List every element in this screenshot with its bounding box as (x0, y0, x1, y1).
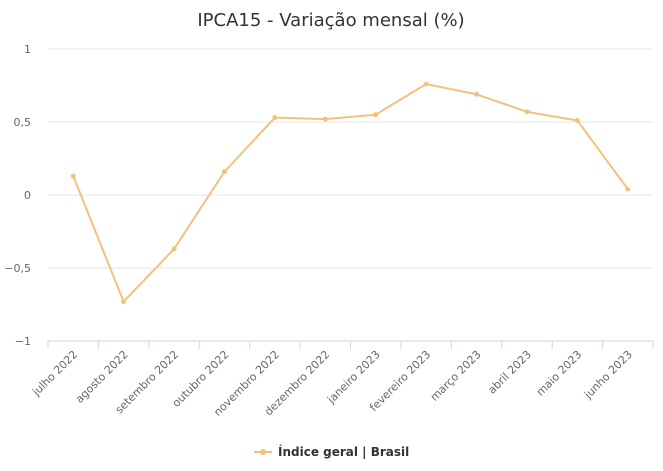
x-tick-label: maio 2023 (534, 348, 585, 399)
x-tick-label: março 2023 (428, 348, 484, 404)
data-point[interactable] (574, 118, 580, 124)
data-point[interactable] (121, 299, 127, 305)
legend[interactable]: Índice geral | Brasil (254, 444, 409, 459)
x-tick-label: julho 2022 (29, 348, 80, 399)
data-point[interactable] (474, 91, 480, 97)
series-line (72, 82, 629, 304)
data-point[interactable] (221, 169, 227, 175)
y-tick-label: −1 (15, 335, 31, 348)
data-point[interactable] (423, 81, 429, 87)
y-tick-label: 0 (24, 189, 31, 202)
data-point[interactable] (171, 246, 177, 252)
chart-title: IPCA15 - Variação mensal (%) (197, 10, 464, 31)
data-point[interactable] (524, 109, 530, 115)
data-point[interactable] (322, 116, 328, 122)
legend-label: Índice geral | Brasil (278, 444, 409, 459)
y-axis-ticks: 1 0,5 0 −0,5 −1 (4, 43, 31, 348)
y-tick-label: 1 (24, 43, 31, 56)
data-point[interactable] (70, 173, 76, 179)
data-point[interactable] (373, 112, 379, 118)
data-point[interactable] (625, 186, 631, 192)
gridlines (48, 48, 653, 269)
y-tick-label: 0,5 (14, 116, 32, 129)
series-points (70, 81, 631, 305)
x-tick-label: junho 2023 (581, 348, 635, 402)
x-tick-label: abril 2023 (485, 348, 534, 397)
legend-marker-dot (260, 449, 266, 455)
data-point[interactable] (272, 115, 278, 121)
y-tick-label: −0,5 (4, 262, 31, 275)
